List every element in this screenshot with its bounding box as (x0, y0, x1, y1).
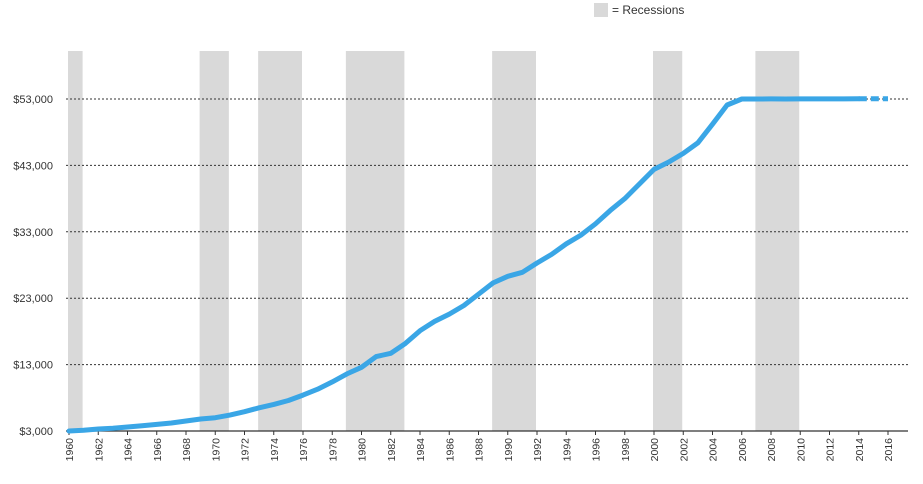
x-tick-label: 1976 (298, 438, 310, 462)
y-tick-label: $43,000 (13, 160, 53, 172)
y-tick-label: $3,000 (19, 426, 53, 438)
recession-band (199, 51, 229, 431)
x-tick-label: 1974 (269, 438, 281, 462)
legend: = Recessions (594, 2, 684, 18)
recession-bands (68, 51, 800, 431)
recession-legend-swatch (594, 3, 608, 17)
x-tick-label: 1970 (210, 438, 222, 462)
recession-band (345, 51, 405, 431)
x-tick-label: 1984 (415, 438, 427, 462)
x-tick-label: 1972 (240, 438, 252, 462)
recession-band (653, 51, 683, 431)
x-tick-label: 1980 (357, 438, 369, 462)
x-tick-label: 2006 (737, 438, 749, 462)
gridlines (66, 98, 908, 432)
recession-band (68, 51, 83, 431)
x-tick-label: 1964 (123, 438, 135, 462)
legend-label: = Recessions (612, 3, 685, 17)
x-tick-label: 1960 (64, 438, 76, 462)
x-tick-label: 2016 (883, 438, 895, 462)
x-tick-label: 2010 (795, 438, 807, 462)
x-tick-label: 1986 (444, 438, 456, 462)
y-tick-label: $33,000 (13, 227, 53, 239)
y-tick-label: $13,000 (13, 360, 53, 372)
x-tick-label: 1998 (620, 438, 632, 462)
y-axis: $3,000 $13,000 $23,000 $33,000 $43,000 $53,00… (13, 94, 53, 438)
x-tick-label: 1966 (152, 438, 164, 462)
recession-band (755, 51, 800, 431)
x-axis: 1960 1962 1964 1966 1968 1970 1972 1974 1976 1978… (64, 431, 895, 461)
x-tick-label: 1990 (503, 438, 515, 462)
x-tick-label: 1996 (591, 438, 603, 462)
data-series (66, 96, 888, 434)
x-tick-label: 2000 (649, 438, 661, 462)
x-tick-label: 2008 (766, 438, 778, 462)
recession-band (492, 51, 536, 431)
x-tick-label: 1982 (386, 438, 398, 462)
x-tick-label: 1968 (181, 438, 193, 462)
x-tick-label: 1992 (532, 438, 544, 462)
x-tick-label: 1978 (327, 438, 339, 462)
recession-band (258, 51, 302, 431)
x-tick-label: 1988 (474, 438, 486, 462)
x-tick-label: 1994 (561, 438, 573, 462)
x-tick-label: 2012 (825, 438, 837, 462)
y-tick-label: $53,000 (13, 94, 53, 106)
x-tick-label: 2002 (678, 438, 690, 462)
x-tick-label: 2004 (708, 438, 720, 462)
series-line (66, 96, 862, 434)
y-tick-label: $23,000 (13, 293, 53, 305)
x-tick-label: 2014 (854, 438, 866, 462)
x-tick-label: 1962 (93, 438, 105, 462)
